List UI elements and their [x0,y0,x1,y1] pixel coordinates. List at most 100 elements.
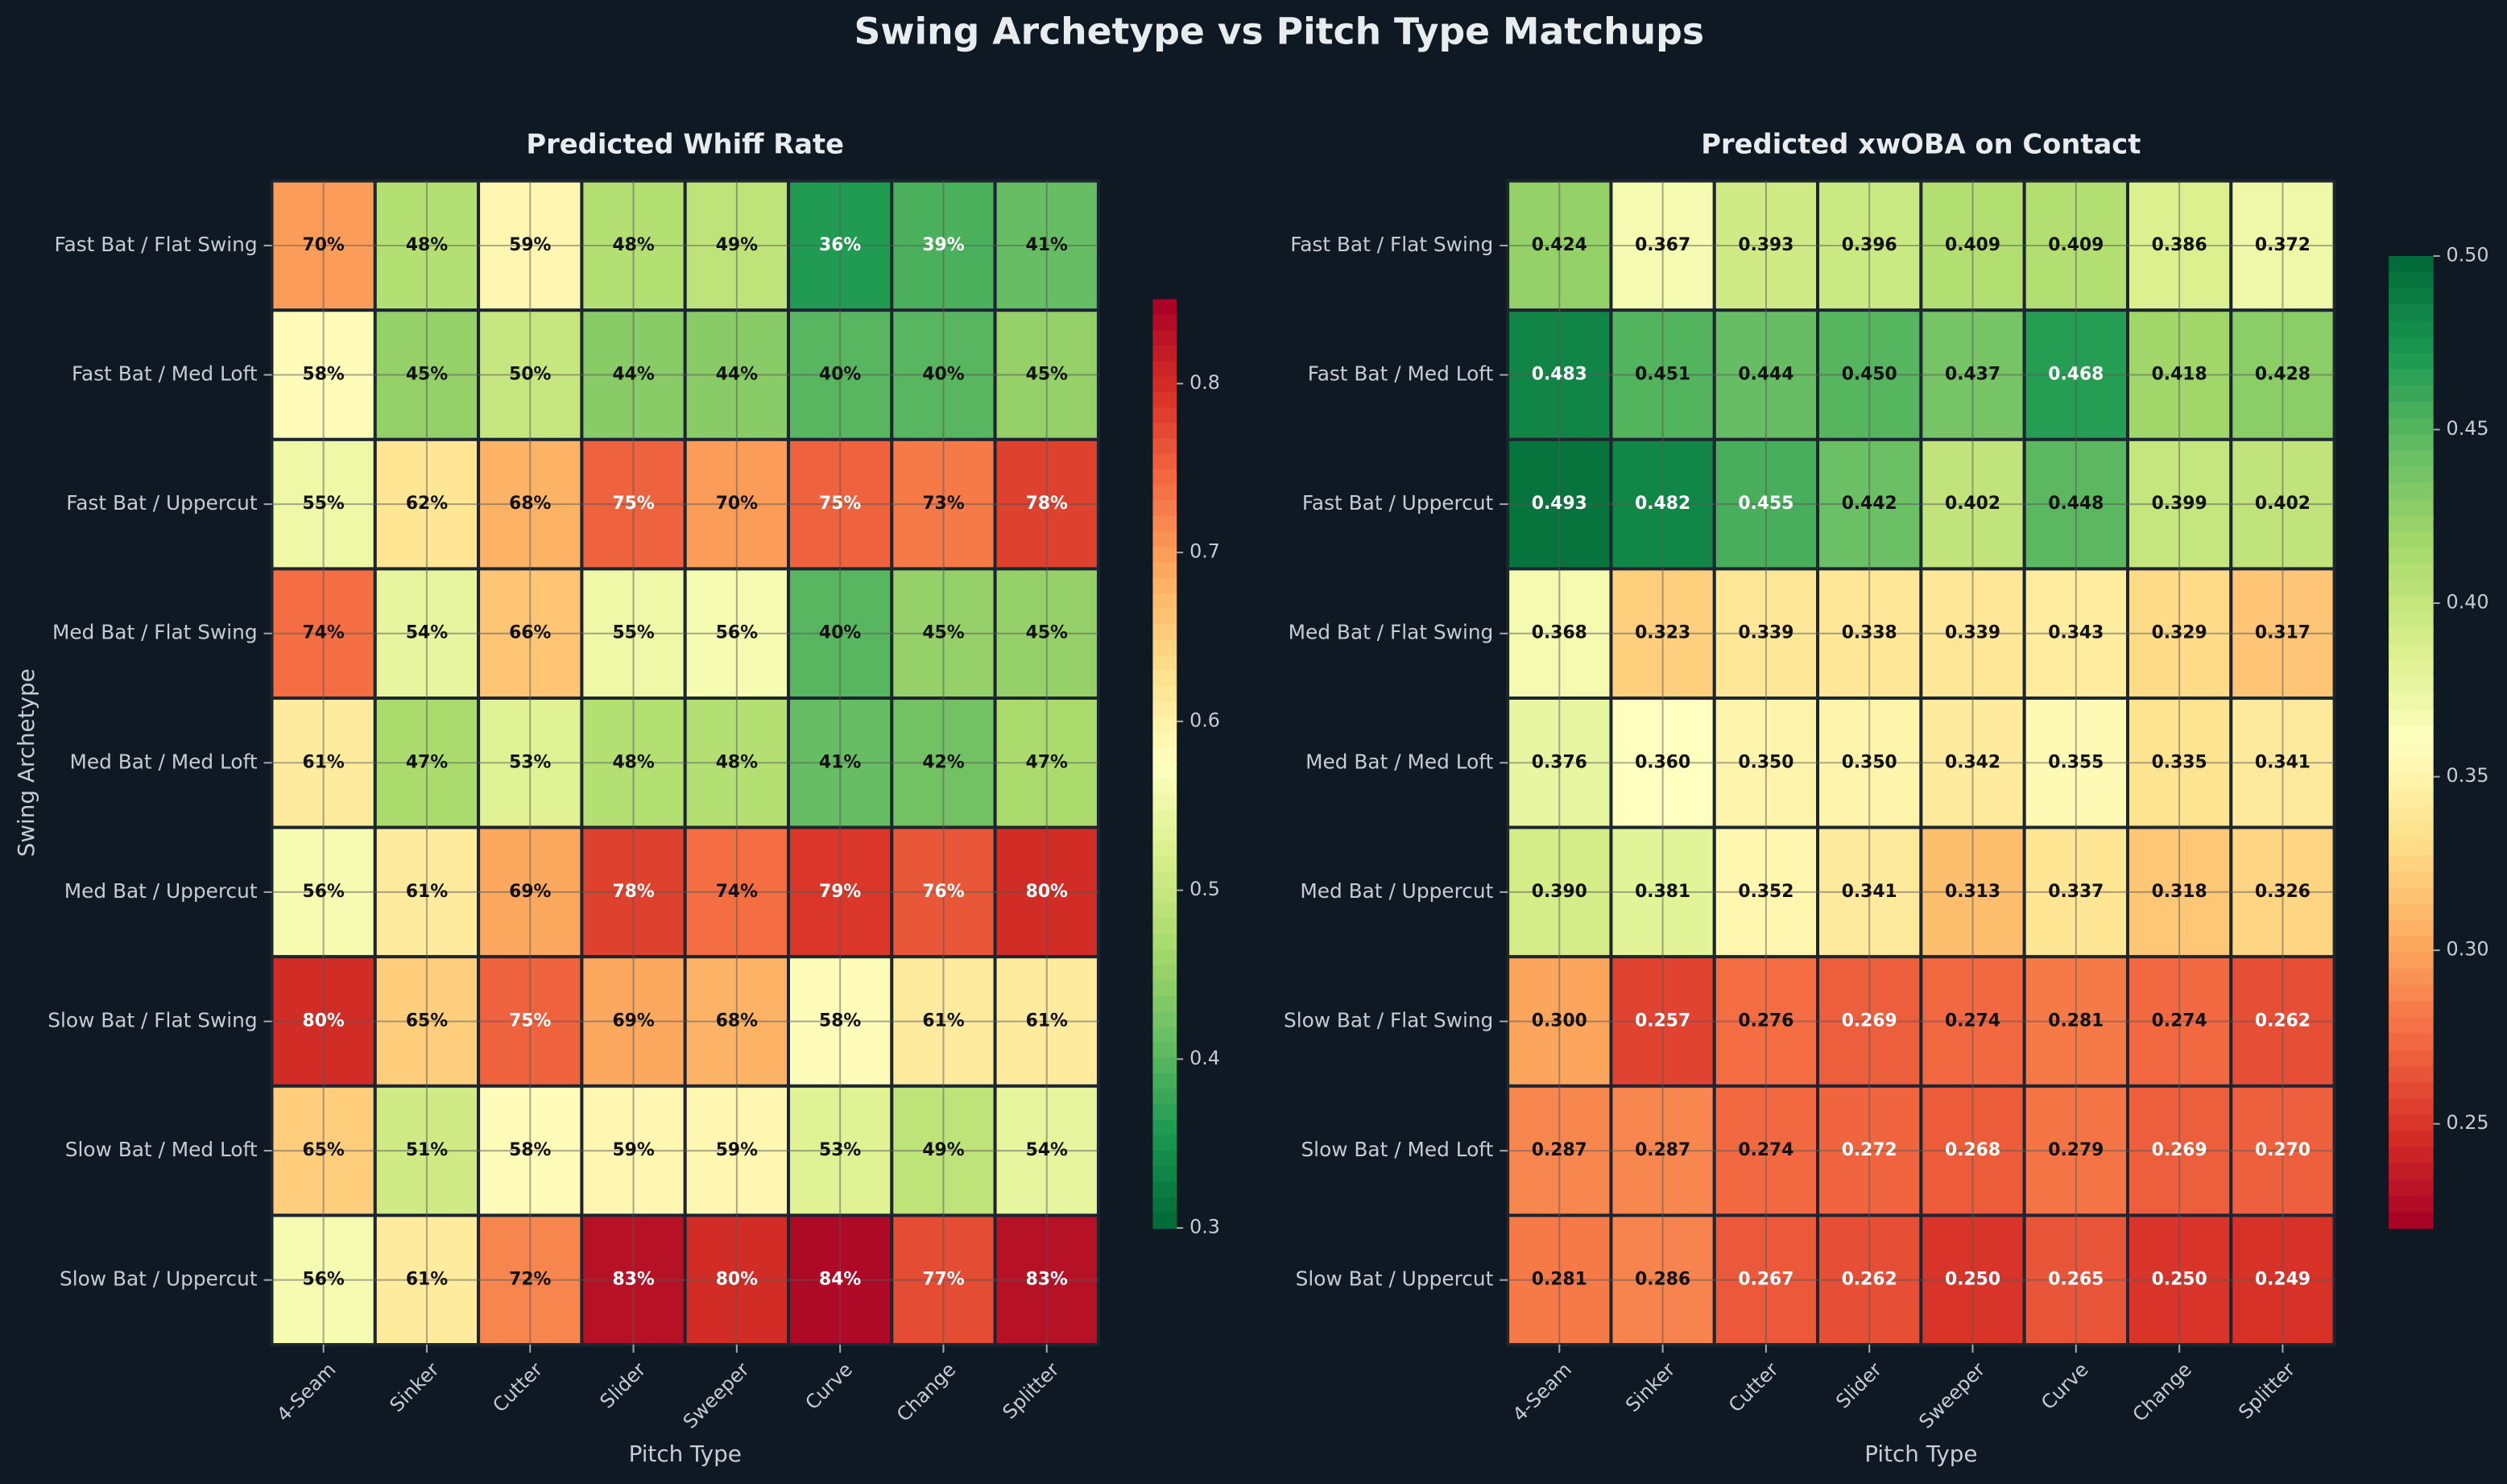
cell-label: 0.268 [1945,1140,2000,1160]
colorbar-tick-label: 0.30 [2447,938,2489,961]
x-axis-label: Pitch Type [1864,1441,1977,1467]
cell-label: 0.257 [1635,1011,1690,1031]
colorbar-segment [2389,1001,2434,1019]
colorbar-segment [2389,548,2434,565]
cell-label: 76% [922,882,964,902]
colorbar-segment [2389,498,2434,517]
colorbar-segment [2389,466,2434,484]
cell-label: 55% [612,623,654,643]
cell-label: 0.269 [1842,1011,1897,1031]
cell-label: 44% [612,365,654,385]
colorbar-segment [1152,903,1177,920]
colorbar-tick-label: 0.40 [2447,591,2489,614]
cell-label: 56% [303,882,345,902]
y-tick-label: Med Bat / Flat Swing [52,621,258,644]
cell-label: 0.274 [2152,1011,2207,1031]
cell-label: 0.281 [2048,1011,2104,1031]
colorbar-segment [2389,272,2434,290]
colorbar-segment [2389,580,2434,597]
colorbar-segment [2389,402,2434,420]
cell-label: 56% [716,623,758,643]
colorbar-segment [2389,985,2434,1002]
colorbar-segment [1152,1073,1177,1090]
cell-label: 36% [819,235,861,255]
cell-label: 70% [303,235,345,255]
colorbar-tick-label: 0.45 [2447,417,2489,440]
x-axis-label: Pitch Type [629,1441,742,1467]
cell-label: 0.444 [1738,365,1793,385]
colorbar-segment [1152,1042,1177,1059]
cell-label: 53% [819,1140,861,1160]
colorbar-segment [1152,965,1177,982]
colorbar-segment [2389,660,2434,679]
colorbar-segment [1152,732,1177,750]
cell-label: 0.450 [1842,365,1897,385]
colorbar-segment [1152,748,1177,765]
cell-label: 0.409 [2048,235,2104,255]
y-tick-label: Fast Bat / Uppercut [66,491,258,515]
y-tick-label: Med Bat / Uppercut [64,879,258,903]
colorbar-segment [1152,639,1177,656]
cell-label: 0.287 [1532,1140,1587,1160]
y-tick-label: Med Bat / Med Loft [1305,750,1493,773]
cell-label: 0.350 [1738,752,1793,772]
y-tick-label: Fast Bat / Flat Swing [1290,233,1493,256]
colorbar-segment [1152,423,1177,440]
colorbar-segment [1152,995,1177,1013]
colorbar-segment [1152,438,1177,456]
colorbar-segment [1152,794,1177,812]
cell-label: 0.338 [1842,623,1897,643]
cell-label: 0.249 [2255,1270,2310,1290]
cell-label: 0.393 [1738,235,1793,255]
colorbar-segment [2389,936,2434,954]
colorbar-segment [1152,779,1177,796]
cell-label: 0.390 [1532,882,1587,902]
cell-label: 0.326 [2255,882,2310,902]
cell-label: 65% [406,1011,448,1031]
colorbar-segment [1152,841,1177,858]
cell-label: 0.350 [1842,752,1897,772]
colorbar-segment [2389,709,2434,727]
cell-label: 40% [819,623,861,643]
y-tick-label: Slow Bat / Uppercut [60,1267,258,1291]
colorbar-segment [1152,1197,1177,1214]
cell-label: 78% [612,882,654,902]
colorbar-segment [1152,547,1177,564]
colorbar-segment [1152,407,1177,424]
cell-label: 0.262 [2255,1011,2310,1031]
y-tick-label: Fast Bat / Med Loft [72,362,258,386]
colorbar-segment [2389,855,2434,873]
cell-label: 0.424 [1532,235,1587,255]
cell-label: 0.428 [2255,365,2310,385]
colorbar-tick-label: 0.7 [1189,540,1220,563]
cell-label: 69% [612,1011,654,1031]
cell-label: 0.455 [1738,494,1793,514]
cell-label: 80% [716,1270,758,1290]
cell-label: 61% [406,882,448,902]
cell-label: 0.381 [1635,882,1690,902]
cell-label: 45% [1026,365,1068,385]
colorbar-segment [1152,361,1177,378]
cell-label: 83% [1026,1270,1068,1290]
cell-label: 40% [922,365,964,385]
cell-label: 0.367 [1635,235,1690,255]
y-tick-label: Slow Bat / Med Loft [65,1138,258,1161]
cell-label: 75% [819,494,861,514]
cell-label: 0.276 [1738,1011,1793,1031]
colorbar-segment [1152,918,1177,935]
colorbar-segment [2389,288,2434,306]
cell-label: 68% [716,1011,758,1031]
cell-label: 0.337 [2048,882,2104,902]
colorbar-segment [1152,670,1177,688]
colorbar-segment [2389,450,2434,468]
cell-label: 0.342 [1945,752,2000,772]
colorbar-segment [2389,693,2434,711]
y-tick-label: Slow Bat / Flat Swing [1284,1008,1493,1031]
cell-label: 44% [716,365,758,385]
cell-label: 0.368 [1532,623,1587,643]
cell-label: 0.318 [2152,882,2207,902]
cell-label: 39% [922,235,964,255]
colorbar-tick-label: 0.3 [1189,1216,1220,1238]
cell-label: 50% [509,365,551,385]
cell-label: 0.267 [1738,1270,1793,1290]
